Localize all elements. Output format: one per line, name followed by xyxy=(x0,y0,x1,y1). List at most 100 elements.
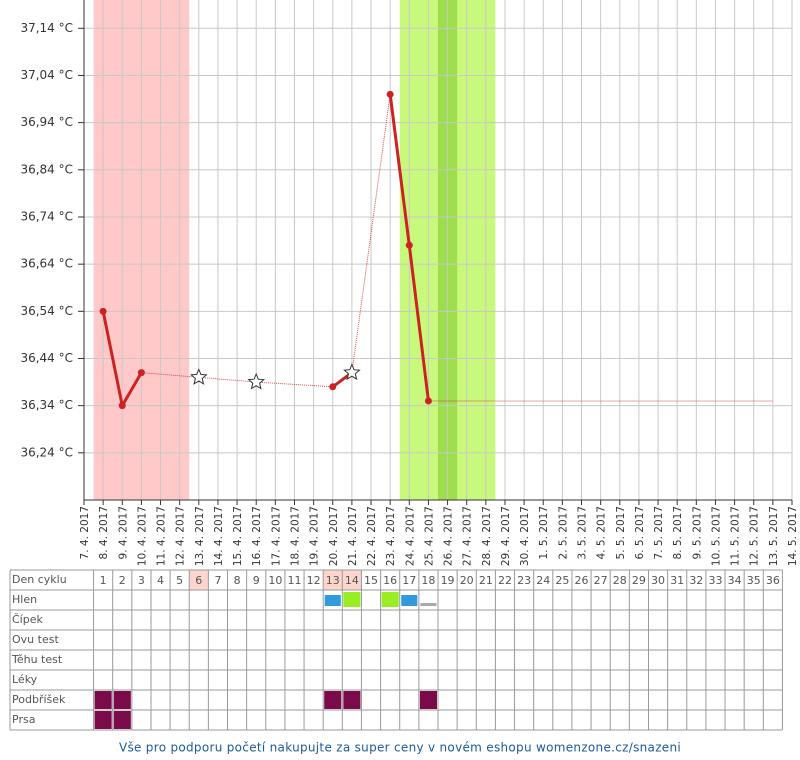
day-number: 12 xyxy=(307,574,321,587)
x-tick-label: 6. 5. 2017 xyxy=(634,506,646,559)
x-tick-label: 26. 4. 2017 xyxy=(443,506,455,566)
footer-link[interactable]: Vše pro podporu početí nakupujte za supe… xyxy=(119,741,681,755)
day-number: 13 xyxy=(326,574,340,587)
x-tick-label: 8. 5. 2017 xyxy=(672,506,684,559)
y-tick-label: 36,64 °C xyxy=(20,257,73,271)
x-tick-label: 28. 4. 2017 xyxy=(481,506,493,566)
x-tick-label: 27. 4. 2017 xyxy=(462,506,474,566)
row-label: Podbříšek xyxy=(12,693,66,706)
data-point xyxy=(137,369,145,377)
y-tick-label: 36,34 °C xyxy=(20,398,73,412)
x-tick-label: 12. 4. 2017 xyxy=(175,506,187,566)
x-tick-label: 5. 5. 2017 xyxy=(615,506,627,559)
data-point xyxy=(118,402,126,410)
data-point xyxy=(329,383,337,391)
data-point-star xyxy=(189,368,208,385)
day-number: 5 xyxy=(176,574,183,587)
data-point xyxy=(405,241,413,249)
row-label: Prsa xyxy=(12,713,35,726)
day-number: 33 xyxy=(708,574,722,587)
row-label: Hlen xyxy=(12,593,37,606)
x-tick-label: 9. 5. 2017 xyxy=(691,506,703,559)
line-segment xyxy=(120,371,143,407)
x-tick-label: 30. 4. 2017 xyxy=(519,506,531,566)
mucus-mark xyxy=(381,592,399,607)
day-number: 6 xyxy=(195,574,202,587)
x-tick-label: 13. 5. 2017 xyxy=(768,506,780,566)
x-tick-label: 8. 4. 2017 xyxy=(98,506,110,559)
x-tick-label: 29. 4. 2017 xyxy=(500,506,512,566)
day-highlight xyxy=(189,570,209,590)
x-tick-label: 20. 4. 2017 xyxy=(328,506,340,566)
day-number: 11 xyxy=(287,574,301,587)
mucus-mark xyxy=(343,592,361,607)
row-label: Čípek xyxy=(12,613,43,626)
x-tick-label: 2. 5. 2017 xyxy=(557,506,569,559)
x-tick-label: 13. 4. 2017 xyxy=(194,506,206,566)
day-number: 31 xyxy=(670,574,684,587)
line-segment xyxy=(407,245,430,402)
day-number: 10 xyxy=(268,574,282,587)
symptom-mark xyxy=(94,711,112,729)
y-tick-label: 37,14 °C xyxy=(20,21,73,35)
x-tick-label: 14. 4. 2017 xyxy=(213,506,225,566)
row-label: Těhu test xyxy=(11,653,63,666)
x-tick-label: 12. 5. 2017 xyxy=(749,506,761,566)
day-highlight xyxy=(323,570,343,590)
day-number: 22 xyxy=(498,574,512,587)
y-tick-label: 36,74 °C xyxy=(20,209,73,223)
symptom-mark xyxy=(113,691,131,709)
x-tick-label: 11. 5. 2017 xyxy=(730,506,742,566)
symptom-mark xyxy=(324,691,342,709)
day-number: 14 xyxy=(345,574,359,587)
y-tick-label: 36,24 °C xyxy=(20,445,73,459)
mucus-mark xyxy=(401,595,418,606)
line-segment xyxy=(388,94,411,246)
dotted-segment xyxy=(141,372,199,378)
day-number: 7 xyxy=(214,574,221,587)
x-tick-label: 9. 4. 2017 xyxy=(117,506,129,559)
day-number: 25 xyxy=(555,574,569,587)
day-number: 19 xyxy=(441,574,455,587)
day-number: 21 xyxy=(479,574,493,587)
day-number: 26 xyxy=(575,574,589,587)
mucus-mark xyxy=(324,595,341,606)
day-number: 32 xyxy=(689,574,703,587)
data-point xyxy=(99,307,107,315)
y-tick-label: 36,94 °C xyxy=(20,115,73,129)
x-tick-label: 23. 4. 2017 xyxy=(385,506,397,566)
y-tick-label: 37,04 °C xyxy=(20,68,73,82)
day-number: 9 xyxy=(253,574,260,587)
x-tick-label: 16. 4. 2017 xyxy=(251,506,263,566)
day-number: 35 xyxy=(747,574,761,587)
day-number: 8 xyxy=(234,574,241,587)
x-tick-label: 4. 5. 2017 xyxy=(596,506,608,559)
day-number: 2 xyxy=(119,574,126,587)
x-tick-label: 19. 4. 2017 xyxy=(309,506,321,566)
dotted-segment xyxy=(351,94,391,373)
x-tick-label: 7. 5. 2017 xyxy=(653,506,665,559)
x-tick-label: 10. 5. 2017 xyxy=(710,506,722,566)
day-number: 30 xyxy=(651,574,665,587)
day-number: 28 xyxy=(613,574,627,587)
x-tick-label: 10. 4. 2017 xyxy=(136,506,148,566)
day-number: 17 xyxy=(402,574,416,587)
x-tick-label: 24. 4. 2017 xyxy=(404,506,416,566)
x-tick-label: 14. 5. 2017 xyxy=(787,506,799,566)
day-number: 3 xyxy=(138,574,145,587)
day-number: 18 xyxy=(421,574,435,587)
day-number: 27 xyxy=(594,574,608,587)
x-tick-label: 11. 4. 2017 xyxy=(156,506,168,566)
mucus-mark xyxy=(420,603,437,606)
day-number: 15 xyxy=(364,574,378,587)
symptom-mark xyxy=(113,711,131,729)
day-number: 24 xyxy=(536,574,550,587)
dotted-segment xyxy=(198,376,257,383)
day-number: 36 xyxy=(766,574,780,587)
row-label: Den cyklu xyxy=(12,573,67,586)
x-tick-label: 18. 4. 2017 xyxy=(289,506,301,566)
y-tick-label: 36,44 °C xyxy=(20,351,73,365)
symptom-mark xyxy=(419,691,437,709)
day-number: 1 xyxy=(100,574,107,587)
x-tick-label: 7. 4. 2017 xyxy=(79,506,91,559)
